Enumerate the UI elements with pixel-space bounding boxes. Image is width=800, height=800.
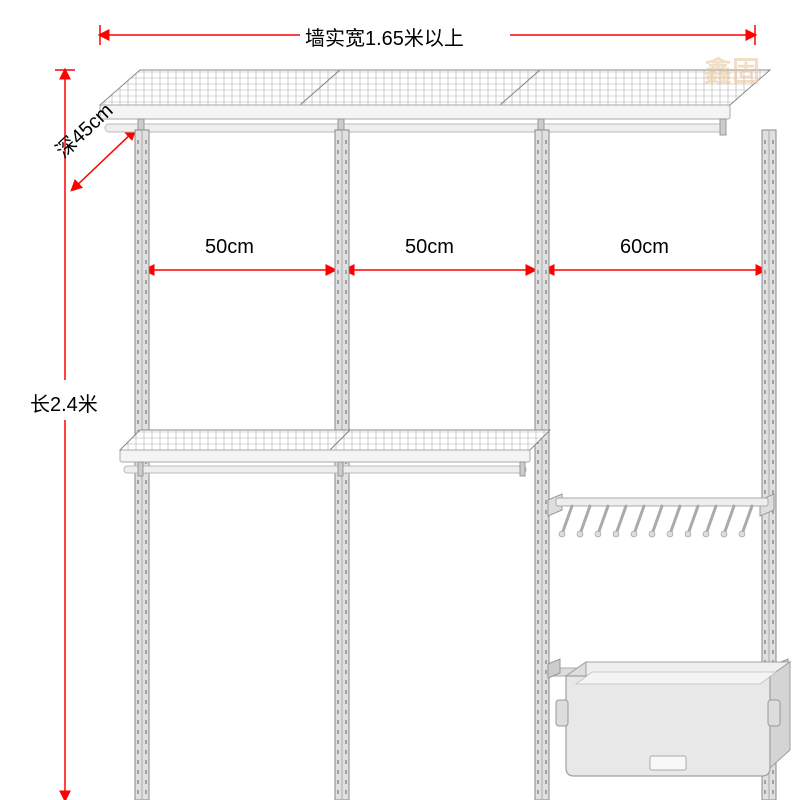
rail-3: [535, 130, 549, 800]
top-shelf: [100, 70, 770, 135]
dim-height: [55, 70, 75, 800]
basket: [548, 659, 790, 776]
pants-rack: [548, 494, 774, 537]
mid-shelf: [120, 430, 550, 476]
label-col1: 50cm: [205, 236, 254, 259]
label-height: 长2.4米: [30, 388, 98, 417]
label-wall-width: 墙实宽1.65米以上: [305, 22, 464, 51]
label-col3: 60cm: [620, 236, 669, 259]
label-col2: 50cm: [405, 236, 454, 259]
watermark: 鑫固: [704, 50, 760, 90]
